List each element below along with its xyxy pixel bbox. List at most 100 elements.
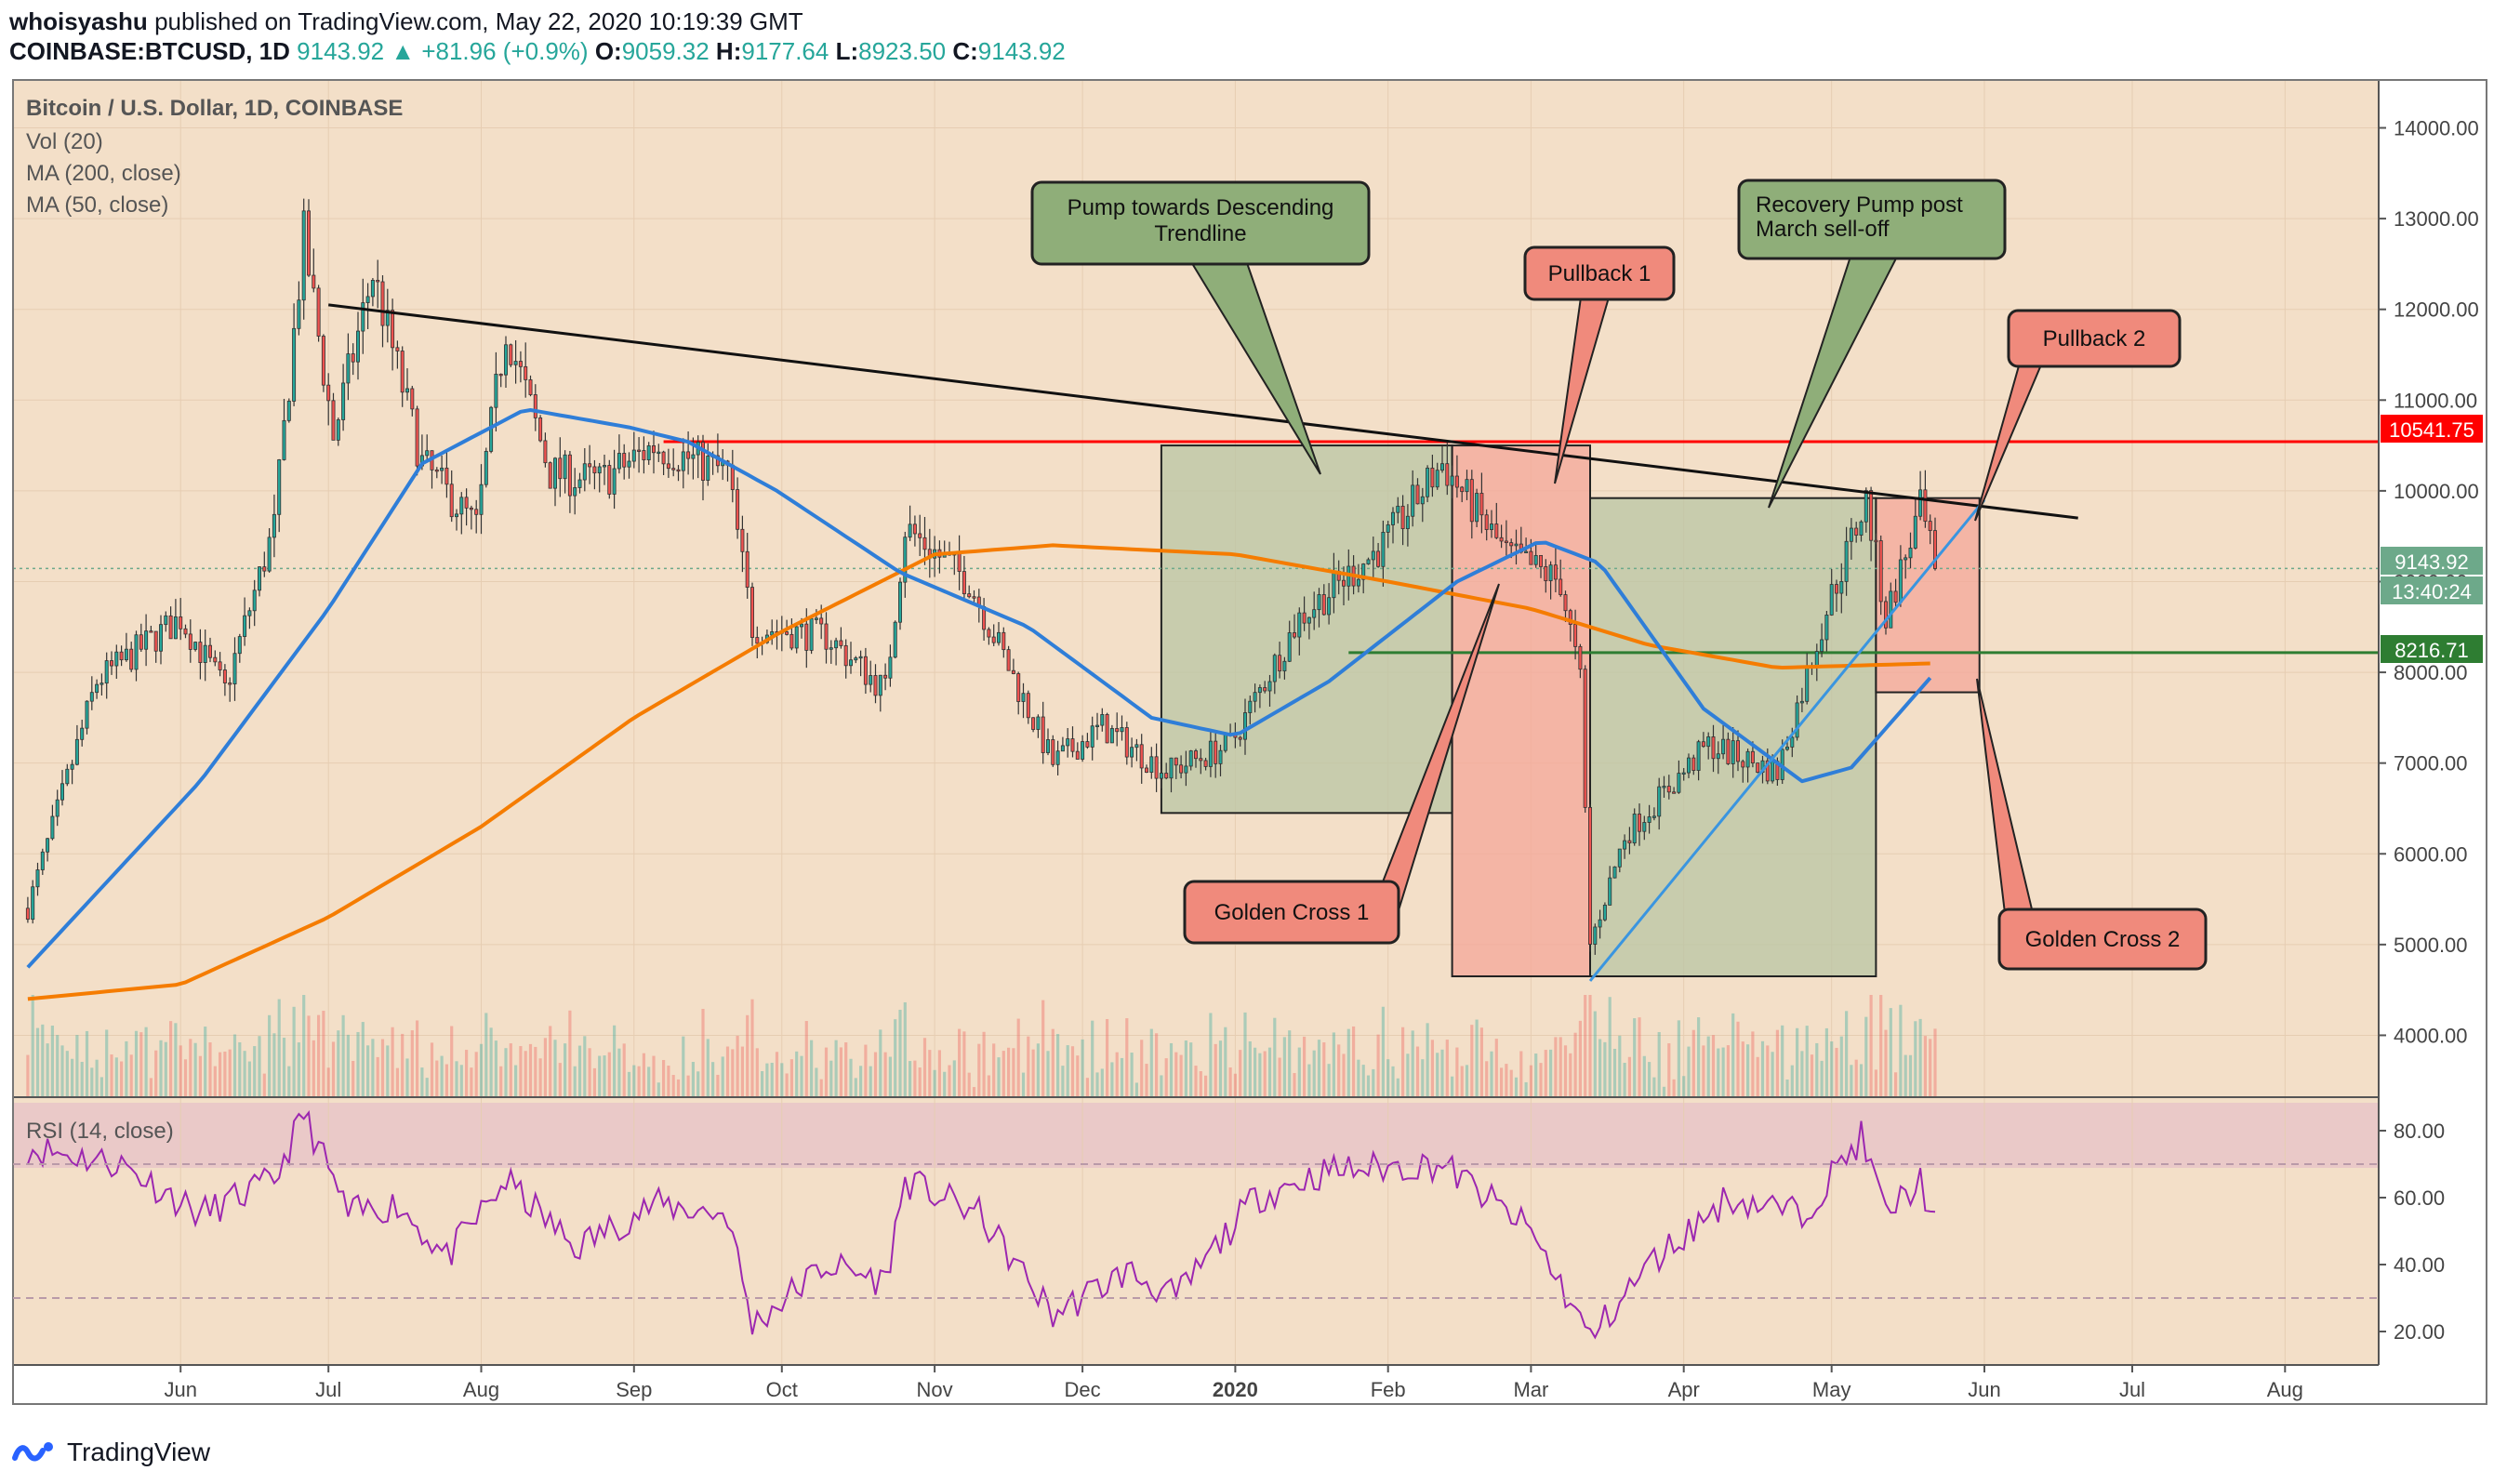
volume-bar [1850, 1065, 1853, 1097]
candle-body [1075, 750, 1080, 760]
price-tick-label: 10000.00 [2394, 480, 2479, 503]
volume-bar [410, 1030, 414, 1097]
volume-bar [948, 1065, 951, 1097]
volume-bar [1007, 1047, 1011, 1097]
volume-bar [272, 1033, 276, 1097]
volume-bar [1746, 1044, 1750, 1097]
volume-bar [1001, 1051, 1005, 1097]
volume-bar [1652, 1077, 1656, 1097]
volume-bar [1174, 1052, 1178, 1097]
candle-body [834, 640, 839, 649]
candle-body [736, 489, 740, 530]
volume-bar [1731, 1013, 1735, 1097]
candle-body [676, 469, 681, 472]
callout-recovery-line2: March sell-off [1756, 217, 1890, 242]
volume-bar [450, 1026, 454, 1097]
volume-bar [1233, 1073, 1237, 1097]
candle-body [159, 624, 163, 652]
candle-body [1651, 815, 1656, 818]
volume-bar [1903, 1054, 1907, 1097]
price-tick-label: 4000.00 [2394, 1024, 2468, 1047]
volume-bar [1209, 1013, 1213, 1097]
volume-bar [962, 1031, 966, 1097]
candle-body [1415, 484, 1420, 505]
rsi-tick-label: 40.00 [2394, 1253, 2445, 1277]
time-axis[interactable]: Jun Jul Aug Sep Oct Nov Dec 2020 Feb Mar Apr May Jun… [164, 1365, 2303, 1401]
rsi-tick-label: 60.00 [2394, 1186, 2445, 1210]
volume-bar [356, 1031, 360, 1097]
volume-bar [129, 1054, 133, 1097]
candle-body [987, 629, 991, 638]
candle-body [1248, 700, 1253, 713]
candle-body [1100, 714, 1105, 726]
symbol-line: COINBASE:BTCUSD, 1D 9143.92 ▲ +81.96 (+0… [9, 37, 1066, 66]
candle-body [878, 674, 882, 696]
candle-body [1060, 745, 1065, 752]
time-tick-label: May [1812, 1378, 1851, 1401]
candle-body [316, 287, 321, 337]
candle-body [410, 388, 415, 410]
candle-body [1070, 738, 1075, 752]
volume-bar [583, 1036, 587, 1097]
candle-body [1662, 786, 1666, 788]
candle-body [1548, 564, 1553, 581]
candle-body [183, 628, 188, 635]
candle-body [95, 683, 99, 694]
time-tick-label: Sep [616, 1378, 652, 1401]
volume-bar [1430, 1040, 1434, 1097]
candle-body [785, 631, 789, 635]
close-label: C: [952, 37, 978, 65]
candle-body [1642, 822, 1647, 832]
volume-bar [154, 1050, 158, 1097]
volume-bar [1741, 1041, 1744, 1097]
volume-bar [380, 1039, 385, 1097]
volume-bar [1514, 1077, 1519, 1097]
volume-bar [1771, 1052, 1774, 1097]
candle-body [376, 280, 380, 283]
candle-body [1124, 727, 1129, 758]
callout-recovery [1737, 179, 2007, 260]
volume-bar [341, 1014, 345, 1097]
candle-body [139, 634, 143, 650]
volume-bar [1307, 1064, 1311, 1097]
candle-body [1859, 521, 1864, 536]
volume-bar [834, 1040, 838, 1097]
legend-title: Bitcoin / U.S. Dollar, 1D, COINBASE [26, 96, 403, 121]
publish-text: published on TradingView.com, May 22, 20… [154, 7, 803, 35]
candle-body [1386, 524, 1390, 533]
volume-bar [1021, 1072, 1026, 1097]
candle-body [326, 384, 331, 402]
candle-body [1657, 786, 1662, 817]
candle-body [395, 347, 400, 351]
volume-bar [1824, 1027, 1828, 1097]
candle-body [1154, 756, 1159, 779]
volume-bar [1091, 1020, 1094, 1097]
volume-bar [909, 1061, 912, 1097]
volume-bar [60, 1045, 64, 1097]
volume-bar [198, 1055, 202, 1097]
volume-bar [652, 1055, 656, 1097]
candle-body [1529, 550, 1533, 565]
candle-body [415, 408, 419, 467]
candle-body [50, 815, 55, 840]
volume-bar [711, 1062, 715, 1097]
volume-bar [568, 1010, 572, 1097]
candle-body [918, 533, 922, 538]
candle-body [588, 463, 592, 468]
volume-bar [1155, 1033, 1159, 1097]
candle-body [627, 460, 631, 468]
callout-pullback1 [1523, 245, 1676, 301]
time-tick-label: Jun [164, 1378, 196, 1401]
candle-body [1218, 749, 1223, 764]
volume-bar [1401, 1027, 1405, 1097]
volume-bar [1460, 1066, 1464, 1097]
candle-body [312, 274, 316, 289]
volume-bar [1224, 1027, 1227, 1097]
price-chart[interactable]: 4000.005000.006000.007000.008000.009000.… [0, 74, 2507, 1432]
volume-bar [1717, 1048, 1720, 1097]
volume-bar [134, 1030, 139, 1097]
price-tick-label: 5000.00 [2394, 934, 2468, 957]
candle-body [755, 637, 760, 644]
volume-bar [1027, 1036, 1030, 1097]
volume-bar [1627, 1056, 1631, 1097]
